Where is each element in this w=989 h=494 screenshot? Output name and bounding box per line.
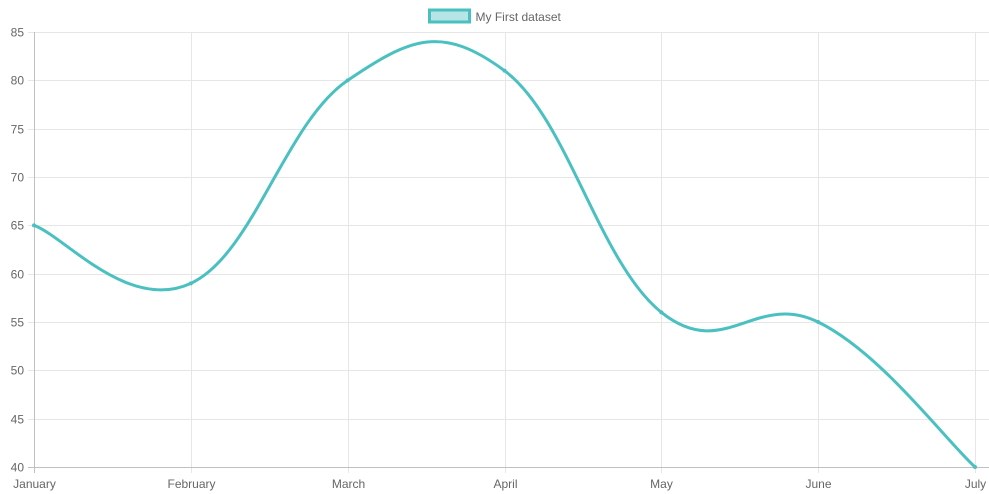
- y-axis-ticks: 40 45 50 55 60 65 70 75 80 85: [11, 26, 25, 475]
- y-tick-label: 45: [11, 413, 25, 427]
- data-point[interactable]: [345, 78, 350, 83]
- x-tick-label: June: [805, 477, 831, 491]
- data-point[interactable]: [188, 281, 193, 286]
- series-line-1[interactable]: [32, 40, 977, 469]
- x-tick-label: April: [493, 477, 517, 491]
- x-tick-label: July: [965, 477, 986, 491]
- series-lines: [32, 40, 977, 469]
- x-tick-label: February: [167, 477, 215, 491]
- y-tick-label: 55: [11, 316, 25, 330]
- y-tick-label: 65: [11, 219, 25, 233]
- y-tick-label: 60: [11, 268, 25, 282]
- y-tick-label: 75: [11, 123, 25, 137]
- data-point[interactable]: [816, 320, 821, 324]
- y-tick-label: 85: [11, 26, 25, 40]
- x-tick-label: January: [13, 477, 56, 491]
- y-tick-label: 70: [11, 171, 25, 185]
- data-point[interactable]: [659, 310, 664, 315]
- x-axis-ticks: January February March April May June July: [13, 477, 986, 491]
- data-point[interactable]: [502, 68, 507, 73]
- data-point[interactable]: [32, 223, 36, 228]
- axes: [28, 32, 989, 473]
- grid-lines: [28, 32, 989, 473]
- y-tick-label: 50: [11, 364, 25, 378]
- legend[interactable]: My First dataset: [428, 8, 562, 24]
- data-point[interactable]: [973, 465, 977, 469]
- legend-label-series-1[interactable]: My First dataset: [476, 10, 562, 24]
- legend-swatch-series-1[interactable]: [428, 8, 471, 24]
- y-tick-label: 80: [11, 74, 25, 88]
- y-tick-label: 40: [11, 461, 25, 475]
- x-tick-label: May: [650, 477, 673, 491]
- x-tick-label: March: [332, 477, 365, 491]
